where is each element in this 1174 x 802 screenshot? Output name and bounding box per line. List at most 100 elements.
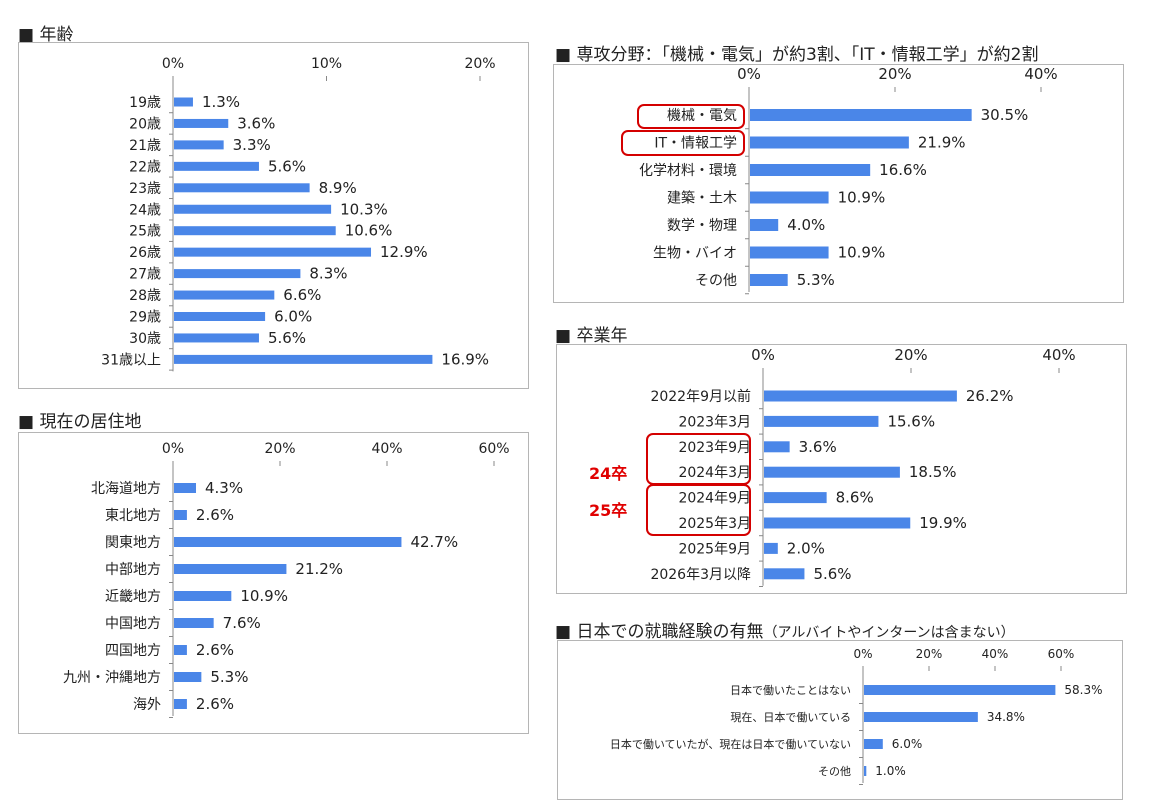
grad-bar <box>764 568 805 580</box>
major-bar <box>750 109 972 121</box>
work-chart-svg: 0% 20% 40% 60% 日本で働いたことはない 58.3% 現在、日本で働いている 34… <box>610 647 1103 785</box>
grad-category-label: 2025年9月 <box>678 541 751 557</box>
major-x-tick-label: 0% <box>737 65 761 83</box>
age-category-label: 24歳 <box>129 202 161 218</box>
grad-chart-svg: 0% 20% 40% 2022年9月以前 26.2% 2023年3月 15.6% 2023年9… <box>650 346 1076 587</box>
grad-bar <box>764 415 879 427</box>
major-x-tick-label: 20% <box>878 65 911 83</box>
grad-category-label: 2022年9月以前 <box>650 388 751 405</box>
grad-value-label: 26.2% <box>966 387 1014 405</box>
grad-category-label: 2024年9月 <box>678 491 751 507</box>
residence-category-label: 九州・沖縄地方 <box>63 670 161 686</box>
residence-bar <box>174 618 214 628</box>
grad-category-label: 2026年3月以降 <box>650 567 751 583</box>
major-value-label: 30.5% <box>981 106 1029 124</box>
work-x-tick-label: 0% <box>853 647 872 661</box>
age-category-label: 20歳 <box>129 116 161 132</box>
age-value-label: 10.6% <box>345 222 393 240</box>
work-bar <box>864 685 1056 695</box>
residence-bar <box>174 537 402 547</box>
grad-bar <box>764 466 900 478</box>
grad-value-label: 5.6% <box>813 565 851 583</box>
age-category-label: 27歳 <box>129 267 161 283</box>
age-chart-title: ■ 年齢 <box>18 25 74 45</box>
residence-value-label: 5.3% <box>210 668 248 686</box>
major-value-label: 16.6% <box>879 161 927 179</box>
major-bar <box>750 136 909 149</box>
age-chart-svg: 0% 10% 20% 19歳 1.3% 20歳 3.6% 21歳 3.3% 22歳 5.6% 23歳 8… <box>101 56 496 372</box>
major-category-label: 化学材料・環境 <box>639 163 737 179</box>
grad-value-label: 3.6% <box>799 438 837 456</box>
age-bar <box>174 226 336 236</box>
age-value-label: 3.6% <box>237 114 275 132</box>
grad-bar <box>764 542 778 554</box>
major-bar <box>750 191 829 204</box>
major-chart-title: ■ 専攻分野：「機械・電気」が約3割、「IT・情報工学」が約2割 <box>555 45 1039 65</box>
work-bar <box>864 712 978 722</box>
age-bar <box>174 354 433 364</box>
age-bar <box>174 97 193 107</box>
age-value-label: 10.3% <box>340 200 388 218</box>
residence-value-label: 21.2% <box>295 560 343 578</box>
residence-value-label: 7.6% <box>223 614 261 632</box>
work-category-label: その他 <box>818 765 851 778</box>
age-x-tick-label: 0% <box>162 56 184 72</box>
work-category-label: 日本で働いていたが、現在は日本で働いていない <box>610 737 851 751</box>
age-value-label: 5.6% <box>268 329 306 347</box>
work-category-label: 現在、日本で働いている <box>730 710 851 724</box>
residence-bar <box>174 672 202 682</box>
grad-24-label: 24卒 <box>589 464 628 483</box>
age-bar <box>174 161 259 171</box>
major-value-label: 4.0% <box>787 216 825 234</box>
residence-bar <box>174 591 232 601</box>
age-bar <box>174 269 301 279</box>
grad-highlight-25 <box>646 484 751 536</box>
age-category-label: 23歳 <box>129 181 161 197</box>
work-chart-title: ■ 日本での就職経験の有無（アルバイトやインターンは含まない） <box>555 617 1015 642</box>
work-chart: 0% 20% 40% 60% 日本で働いたことはない 58.3% 現在、日本で働いている 34… <box>557 640 1123 800</box>
grad-bar <box>764 390 957 402</box>
age-bar <box>174 204 332 214</box>
residence-category-label: 東北地方 <box>105 508 161 524</box>
age-bar <box>174 333 259 343</box>
residence-category-label: 中国地方 <box>105 616 161 632</box>
work-x-tick-label: 40% <box>982 647 1009 661</box>
age-bar <box>174 312 266 321</box>
age-value-label: 8.3% <box>309 265 347 283</box>
work-x-tick-label: 20% <box>916 647 943 661</box>
grad-bar <box>764 441 790 453</box>
major-value-label: 21.9% <box>918 134 966 152</box>
age-category-label: 26歳 <box>129 245 161 261</box>
residence-value-label: 10.9% <box>240 587 288 605</box>
residence-category-label: 北海道地方 <box>91 481 161 497</box>
work-chart-title-main: ■ 日本での就職経験の有無 <box>555 622 764 642</box>
age-category-label: 21歳 <box>129 138 161 154</box>
work-value-label: 6.0% <box>892 737 923 751</box>
major-category-label: IT・情報工学 <box>654 136 737 152</box>
residence-x-tick-label: 60% <box>478 441 509 457</box>
major-value-label: 10.9% <box>838 244 886 262</box>
major-bar <box>750 219 779 231</box>
grad-category-label: 2023年9月 <box>678 440 751 456</box>
age-value-label: 16.9% <box>441 350 489 368</box>
age-value-label: 1.3% <box>202 93 240 111</box>
major-highlight-machine <box>637 104 745 129</box>
grad-bar <box>764 517 911 529</box>
grad-chart: 0% 20% 40% 2022年9月以前 26.2% 2023年3月 15.6% 2023年9… <box>556 344 1127 594</box>
age-category-label: 25歳 <box>129 224 161 240</box>
major-highlight-it <box>621 130 745 156</box>
residence-value-label: 2.6% <box>196 641 234 659</box>
major-chart-svg: 0% 20% 40% 機械・電気 30.5% IT・情報工学 21.9% 化学材料・環境 16.… <box>639 65 1058 295</box>
major-chart: 0% 20% 40% 機械・電気 30.5% IT・情報工学 21.9% 化学材料・環境 16.… <box>553 64 1124 303</box>
work-value-label: 34.8% <box>987 710 1025 724</box>
residence-category-label: 海外 <box>133 697 161 713</box>
residence-category-label: 中部地方 <box>105 562 161 578</box>
major-bar <box>750 274 788 286</box>
age-bar <box>174 247 372 257</box>
age-category-label: 19歳 <box>129 95 161 111</box>
age-category-label: 29歳 <box>129 310 161 326</box>
grad-value-label: 19.9% <box>919 514 967 532</box>
grad-value-label: 15.6% <box>887 412 935 430</box>
major-bar <box>750 164 871 176</box>
residence-category-label: 近畿地方 <box>105 589 161 605</box>
